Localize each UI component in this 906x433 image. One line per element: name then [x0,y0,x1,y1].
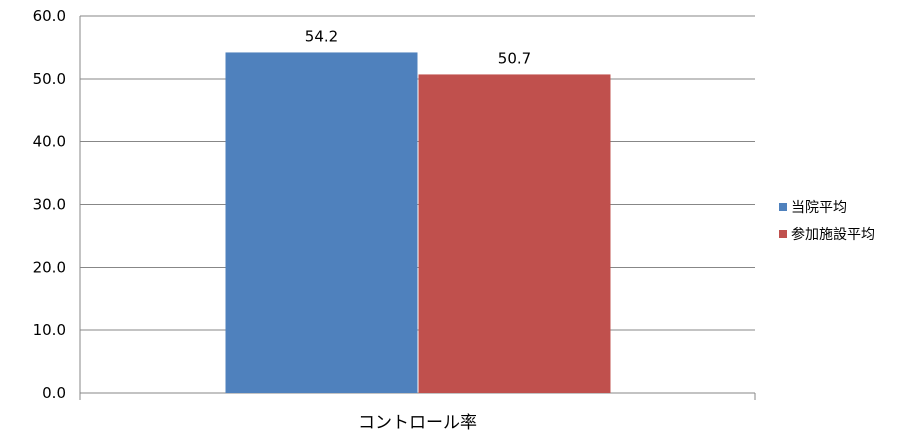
data-label: 50.7 [498,49,531,67]
y-tick-label: 60.0 [33,7,66,25]
legend-swatch [779,203,787,211]
legend-swatch [779,230,787,238]
y-tick-label: 10.0 [33,321,66,339]
y-tick-label: 50.0 [33,70,66,88]
y-tick-label: 30.0 [33,196,66,214]
legend-label: 当院平均 [791,200,847,216]
bar-hospital [225,52,418,394]
y-tick-label: 0.0 [42,384,66,402]
legend-label: 参加施設平均 [791,226,875,243]
x-category-label: コントロール率 [358,413,477,433]
y-tick-label: 20.0 [33,258,66,276]
bar-participants [418,74,611,393]
y-tick-label: 40.0 [33,133,66,151]
data-label: 54.2 [305,27,338,45]
